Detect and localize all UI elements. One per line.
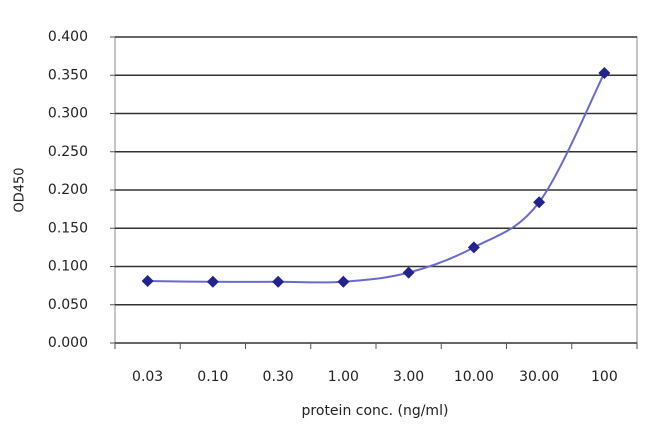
x-tick-label: 30.00 <box>519 369 559 385</box>
y-tick-label: 0.250 <box>48 144 88 160</box>
y-tick-label: 0.350 <box>48 67 88 83</box>
y-tick-label: 0.000 <box>48 335 88 351</box>
data-point <box>598 66 611 79</box>
data-point <box>467 241 480 254</box>
x-tick-label: 3.00 <box>393 369 424 385</box>
y-tick-label: 0.050 <box>48 297 88 313</box>
data-point <box>337 275 350 288</box>
x-tick-label: 1.00 <box>328 369 359 385</box>
data-point <box>533 196 546 209</box>
x-tick-label: 0.30 <box>263 369 294 385</box>
data-point <box>141 275 154 288</box>
x-tick-label: 100 <box>591 369 618 385</box>
data-point <box>272 275 285 288</box>
x-tick-label: 0.10 <box>197 369 228 385</box>
y-tick-label: 0.100 <box>48 259 88 275</box>
y-tick-label: 0.200 <box>48 182 88 198</box>
data-line <box>147 72 606 284</box>
y-axis-label: OD450 <box>13 167 28 212</box>
data-point <box>206 275 219 288</box>
x-tick-label: 10.00 <box>454 369 494 385</box>
y-tick-label: 0.150 <box>48 220 88 236</box>
y-tick-label: 0.400 <box>48 29 88 45</box>
y-tick-label: 0.300 <box>48 106 88 122</box>
x-tick-label: 0.03 <box>132 369 163 385</box>
x-axis-label: protein conc. (ng/ml) <box>302 403 449 419</box>
data-point <box>402 266 415 279</box>
